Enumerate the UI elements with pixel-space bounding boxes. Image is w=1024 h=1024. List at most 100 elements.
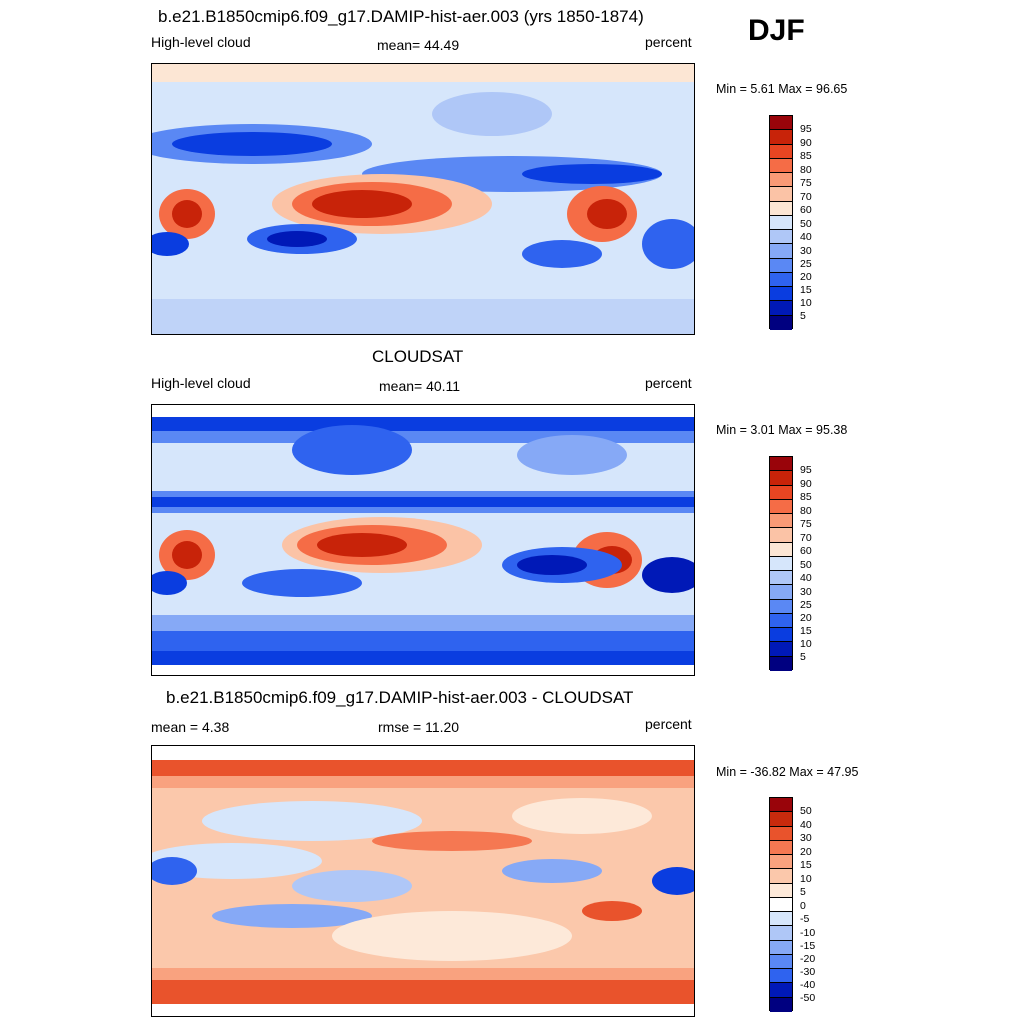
panel3-rmse-label: rmse = 11.20	[378, 719, 460, 735]
panel3-colorbar-label: -40	[800, 979, 816, 991]
panel3-colorbar-label: -20	[800, 953, 816, 965]
panel3-minmax: Min = -36.82 Max = 47.95	[716, 765, 859, 779]
panel1-colorbar-swatch	[770, 187, 792, 202]
panel3-colorbar-label: -10	[800, 927, 816, 939]
panel1-colorbar-label: 60	[800, 204, 812, 216]
panel3-colorbar-swatch	[770, 855, 792, 870]
panel3-colorbar-label: 0	[800, 900, 806, 912]
panel3-colorbar-label: -5	[800, 913, 810, 925]
panel2-variable-label: High-level cloud	[151, 375, 251, 391]
panel3-colorbar-swatch	[770, 869, 792, 884]
panel1-colorbar-label: 15	[800, 284, 812, 296]
panel1-colorbar-label: 30	[800, 245, 812, 257]
panel1-colorbar-label: 95	[800, 123, 812, 135]
panel1-colorbar-swatch	[770, 215, 792, 230]
panel1-colorbar-swatch	[770, 201, 792, 216]
panel1-colorbar-swatch	[770, 230, 792, 245]
panel2-contour-field	[152, 417, 694, 665]
panel1-units-label: percent	[645, 34, 692, 50]
panel1-colorbar-swatch	[770, 287, 792, 302]
panel3-colorbar-label: 20	[800, 846, 812, 858]
panel1-colorbar-label: 75	[800, 177, 812, 189]
panel3-colorbar-label: 30	[800, 832, 812, 844]
panel1-title: b.e21.B1850cmip6.f09_g17.DAMIP-hist-aer.…	[158, 7, 644, 26]
panel1-colorbar-label: 85	[800, 150, 812, 162]
panel1-colorbar-swatch	[770, 130, 792, 145]
panel3-colorbar-label: -50	[800, 992, 816, 1004]
panel1-contour-field	[152, 64, 694, 334]
panel1-colorbar-label: 90	[800, 137, 812, 149]
panel1-colorbar-swatch	[770, 158, 792, 173]
panel1-colorbar-label: 5	[800, 310, 806, 322]
panel2-minmax: Min = 3.01 Max = 95.38	[716, 423, 848, 437]
panel2-colorbar-swatch	[770, 571, 792, 586]
panel1-colorbar-swatch	[770, 301, 792, 316]
panel1-colorbar-swatch	[770, 244, 792, 259]
panel2-colorbar-label: 40	[800, 572, 812, 584]
panel3-colorbar-label: 5	[800, 886, 806, 898]
panel1-map	[151, 63, 695, 335]
panel2-colorbar-swatch	[770, 514, 792, 529]
panel1-colorbar-label: 40	[800, 231, 812, 243]
panel3-colorbar-swatch	[770, 798, 792, 813]
panel2-colorbar-label: 95	[800, 464, 812, 476]
panel3-colorbar	[769, 797, 793, 1012]
panel3-colorbar-swatch	[770, 969, 792, 984]
panel1-colorbar	[769, 115, 793, 330]
panel3-colorbar-swatch	[770, 940, 792, 955]
panel1-colorbar-label: 50	[800, 218, 812, 230]
panel3-colorbar-swatch	[770, 897, 792, 912]
panel2-colorbar-swatch	[770, 499, 792, 514]
panel2-colorbar-swatch	[770, 613, 792, 628]
panel2-colorbar-label: 80	[800, 505, 812, 517]
panel1-colorbar-swatch	[770, 144, 792, 159]
panel3-colorbar-swatch	[770, 812, 792, 827]
panel1-colorbar-label: 70	[800, 191, 812, 203]
panel1-colorbar-swatch	[770, 116, 792, 131]
panel2-map	[151, 404, 695, 676]
panel1-colorbar-swatch	[770, 272, 792, 287]
panel1-colorbar-swatch	[770, 315, 792, 330]
panel3-colorbar-swatch	[770, 954, 792, 969]
panel2-colorbar-label: 5	[800, 651, 806, 663]
panel1-colorbar-label: 25	[800, 258, 812, 270]
panel2-colorbar-label: 15	[800, 625, 812, 637]
season-label: DJF	[748, 14, 805, 47]
panel2-colorbar-swatch	[770, 628, 792, 643]
panel3-title: b.e21.B1850cmip6.f09_g17.DAMIP-hist-aer.…	[166, 688, 634, 707]
panel2-colorbar-label: 90	[800, 478, 812, 490]
panel1-minmax: Min = 5.61 Max = 96.65	[716, 82, 848, 96]
panel2-colorbar-label: 25	[800, 599, 812, 611]
panel2-units-label: percent	[645, 375, 692, 391]
panel3-units-label: percent	[645, 716, 692, 732]
panel3-colorbar-swatch	[770, 840, 792, 855]
panel1-colorbar-label: 10	[800, 297, 812, 309]
panel3-colorbar-label: 40	[800, 819, 812, 831]
panel1-colorbar-label: 80	[800, 164, 812, 176]
panel2-colorbar-label: 10	[800, 638, 812, 650]
panel2-colorbar-swatch	[770, 585, 792, 600]
panel2-colorbar-swatch	[770, 528, 792, 543]
panel2-colorbar-swatch	[770, 656, 792, 671]
panel2-colorbar-swatch	[770, 457, 792, 472]
panel2-colorbar-swatch	[770, 542, 792, 557]
panel3-colorbar-label: -15	[800, 940, 816, 952]
panel3-colorbar-swatch	[770, 826, 792, 841]
panel2-colorbar-label: 20	[800, 612, 812, 624]
panel1-variable-label: High-level cloud	[151, 34, 251, 50]
panel3-mean-label: mean = 4.38	[151, 719, 230, 735]
panel2-colorbar-label: 30	[800, 586, 812, 598]
panel2-colorbar-label: 70	[800, 532, 812, 544]
panel3-colorbar-swatch	[770, 997, 792, 1012]
panel2-title: CLOUDSAT	[372, 347, 464, 366]
panel1-colorbar-swatch	[770, 173, 792, 188]
panel3-colorbar-swatch	[770, 926, 792, 941]
panel3-colorbar-swatch	[770, 983, 792, 998]
panel3-colorbar-label: 50	[800, 805, 812, 817]
panel3-colorbar-swatch	[770, 883, 792, 898]
panel3-colorbar-swatch	[770, 912, 792, 927]
panel1-colorbar-label: 20	[800, 271, 812, 283]
panel2-colorbar-label: 75	[800, 518, 812, 530]
panel2-colorbar-label: 85	[800, 491, 812, 503]
panel2-colorbar-swatch	[770, 642, 792, 657]
